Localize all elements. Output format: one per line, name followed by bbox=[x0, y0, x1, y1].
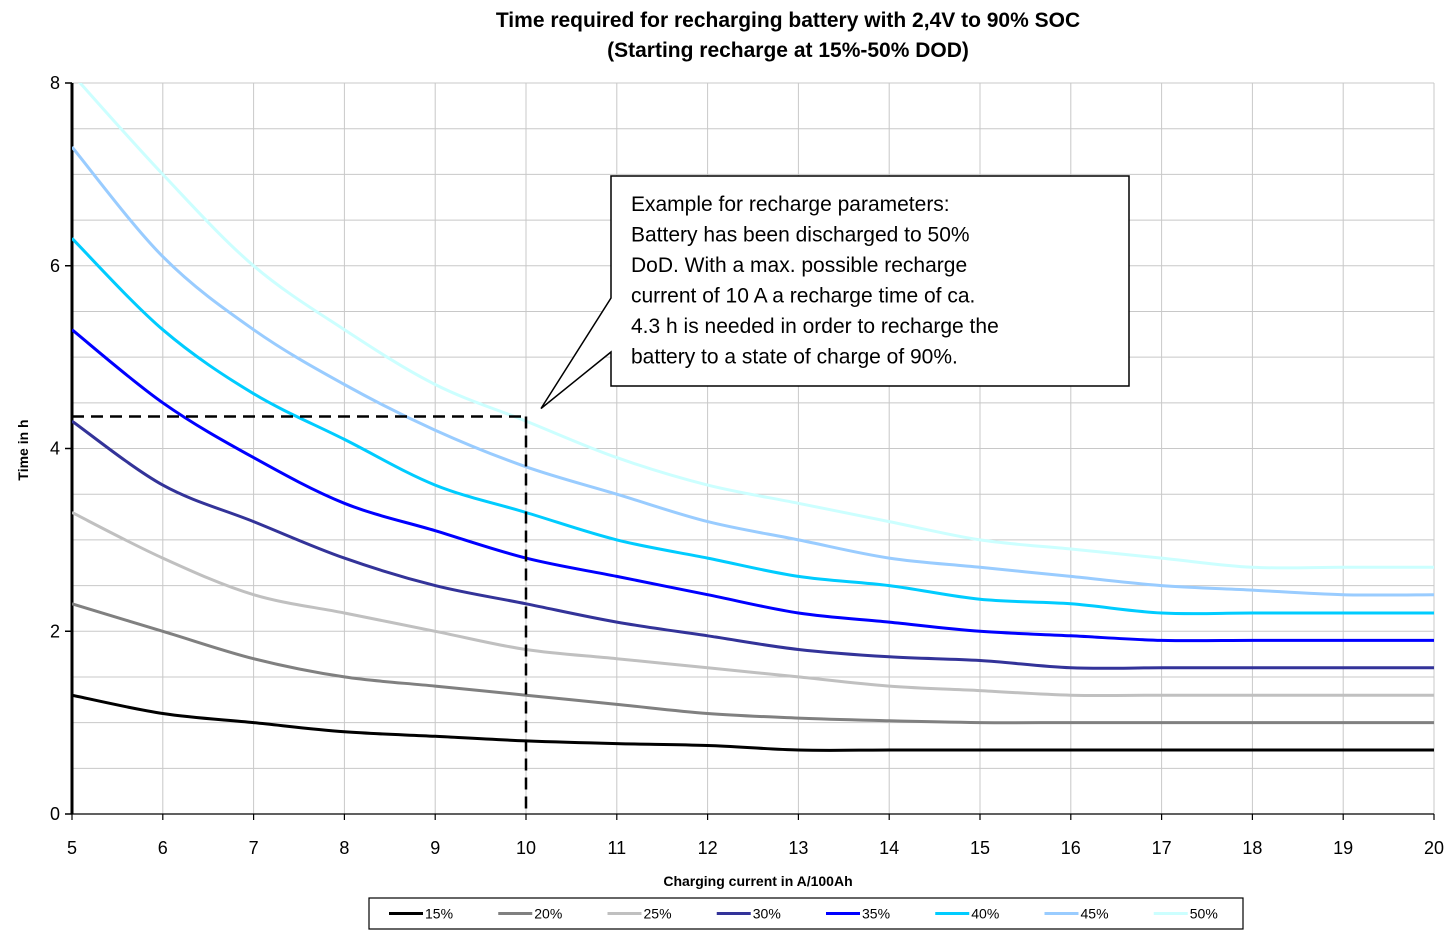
x-tick-label: 14 bbox=[879, 838, 899, 858]
y-axis-label: Time in h bbox=[15, 419, 31, 480]
series-line-40pct bbox=[72, 237, 1434, 616]
x-tick-label: 11 bbox=[607, 838, 626, 858]
series-line-25pct bbox=[72, 511, 1434, 698]
series-line-50pct bbox=[78, 83, 1434, 570]
series-line-15pct bbox=[72, 693, 1434, 752]
legend-label: 20% bbox=[534, 906, 562, 922]
legend-label: 35% bbox=[862, 906, 890, 922]
legend-label: 45% bbox=[1081, 906, 1109, 922]
x-tick-label: 7 bbox=[249, 838, 259, 858]
legend-label: 25% bbox=[644, 906, 672, 922]
series-lines bbox=[72, 83, 1434, 752]
annotation: Example for recharge parameters: Battery … bbox=[72, 175, 1130, 814]
callout-text-line: battery to a state of charge of 90%. bbox=[631, 346, 958, 369]
legend-label: 30% bbox=[753, 906, 781, 922]
x-tick-label: 20 bbox=[1424, 838, 1444, 858]
callout-text-line: current of 10 A a recharge time of ca. bbox=[631, 285, 975, 308]
x-tick-label: 17 bbox=[1152, 838, 1172, 858]
callout-text-line: Battery has been discharged to 50% bbox=[631, 224, 970, 247]
callout-box bbox=[540, 175, 1130, 410]
x-tick-label: 13 bbox=[788, 838, 808, 858]
x-tick-label: 19 bbox=[1333, 838, 1353, 858]
axes: 0 2 4 6 8 5 6 7 8 9 10 11 12 13 14 15 16 17 18 19 20 bbox=[50, 73, 1444, 858]
x-tick-label: 8 bbox=[339, 838, 349, 858]
y-tick-label: 8 bbox=[50, 73, 60, 93]
x-tick-label: 15 bbox=[970, 838, 990, 858]
y-tick-label: 6 bbox=[50, 256, 60, 276]
legend-label: 50% bbox=[1190, 906, 1218, 922]
callout-text-line: DoD. With a max. possible recharge bbox=[631, 254, 967, 277]
chart-title: Time required for recharging battery wit… bbox=[496, 9, 1080, 32]
y-tick-label: 4 bbox=[50, 439, 60, 459]
x-tick-label: 12 bbox=[698, 838, 718, 858]
callout-text-line: 4.3 h is needed in order to recharge the bbox=[631, 315, 999, 338]
x-axis-label: Charging current in A/100Ah bbox=[663, 873, 852, 889]
x-tick-label: 5 bbox=[67, 838, 77, 858]
legend-label: 40% bbox=[971, 906, 999, 922]
series-line-45pct bbox=[72, 146, 1434, 597]
legend: 15% 20% 25% 30% 35% 40% 45% 50% bbox=[368, 897, 1244, 930]
y-tick-label: 0 bbox=[50, 804, 60, 824]
x-tick-label: 18 bbox=[1242, 838, 1262, 858]
x-tick-label: 9 bbox=[430, 838, 440, 858]
x-tick-label: 10 bbox=[516, 838, 536, 858]
x-tick-label: 6 bbox=[158, 838, 168, 858]
y-tick-label: 2 bbox=[50, 621, 60, 641]
series-line-30pct bbox=[72, 419, 1434, 670]
callout-text-line: Example for recharge parameters: bbox=[631, 193, 950, 216]
series-line-20pct bbox=[72, 602, 1434, 725]
series-line-35pct bbox=[72, 328, 1434, 643]
legend-label: 15% bbox=[425, 906, 453, 922]
x-tick-label: 16 bbox=[1061, 838, 1081, 858]
chart-subtitle: (Starting recharge at 15%-50% DOD) bbox=[607, 39, 969, 62]
